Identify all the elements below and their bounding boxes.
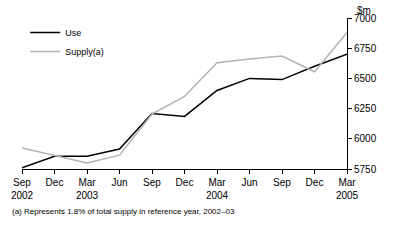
svg-text:6500: 6500 [354,73,377,84]
svg-text:6750: 6750 [354,43,377,54]
svg-text:Sep2002: Sep2002 [11,177,34,201]
svg-text:Sep: Sep [273,177,291,188]
svg-text:(a) Represents 1.8% of total s: (a) Represents 1.8% of total supply in r… [12,207,235,216]
svg-text:7000: 7000 [354,13,377,24]
svg-text:6000: 6000 [354,133,377,144]
svg-text:Mar2003: Mar2003 [76,177,99,201]
svg-text:Use: Use [65,28,81,38]
svg-text:Jun: Jun [111,177,127,188]
svg-text:Jun: Jun [241,177,257,188]
svg-text:Dec: Dec [306,177,324,188]
svg-text:Sep: Sep [143,177,161,188]
svg-text:5750: 5750 [354,164,377,175]
svg-text:$m: $m [357,5,371,16]
svg-text:Mar2005: Mar2005 [336,177,359,201]
svg-text:6250: 6250 [354,103,377,114]
svg-text:Supply(a): Supply(a) [65,47,104,57]
svg-text:Mar2004: Mar2004 [206,177,229,201]
svg-text:Dec: Dec [176,177,194,188]
svg-text:Dec: Dec [46,177,64,188]
